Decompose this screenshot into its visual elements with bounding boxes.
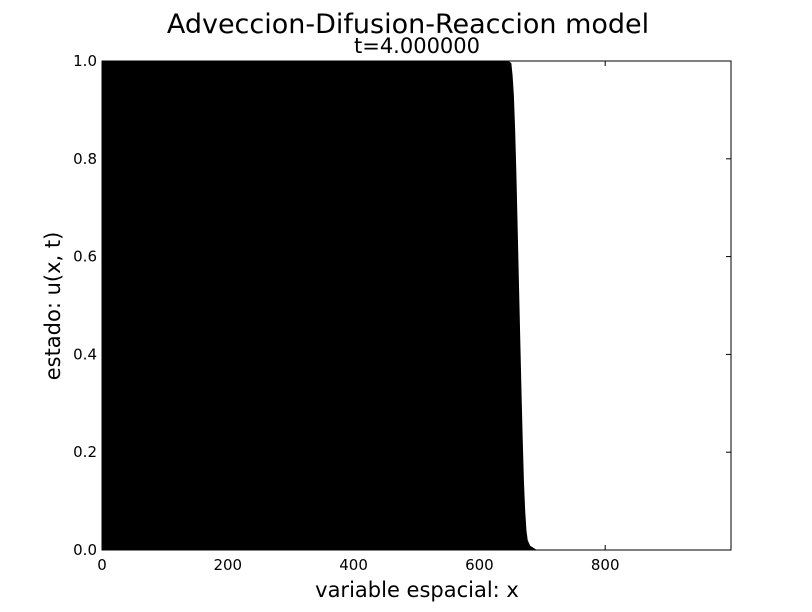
plot-area: [101, 60, 732, 551]
y-tick-label: 0.2: [73, 443, 97, 461]
y-tick-label: 0.6: [73, 248, 97, 266]
x-tick-label: 0: [97, 556, 107, 574]
chart-subtitle: t=4.000000: [354, 34, 480, 58]
x-tick-label: 800: [591, 556, 620, 574]
x-axis-label: variable espacial: x: [315, 578, 519, 602]
y-tick-label: 0.4: [73, 345, 97, 363]
y-axis: 0.0 0.2 0.4 0.6 0.8 1.0: [73, 52, 731, 559]
y-tick-label: 1.0: [73, 52, 97, 70]
x-tick-label: 600: [465, 556, 494, 574]
x-tick-label: 200: [213, 556, 242, 574]
y-tick-label: 0.0: [73, 541, 97, 559]
chart-title: Adveccion-Difusion-Reaccion model: [167, 9, 649, 40]
x-axis: 0 200 400 600 800: [97, 61, 620, 574]
plot-frame: [101, 60, 732, 551]
y-tick-label: 0.8: [73, 150, 97, 168]
x-tick-label: 400: [339, 556, 368, 574]
y-axis-label: estado: u(x, t): [41, 232, 65, 381]
state-area: [101, 60, 731, 551]
